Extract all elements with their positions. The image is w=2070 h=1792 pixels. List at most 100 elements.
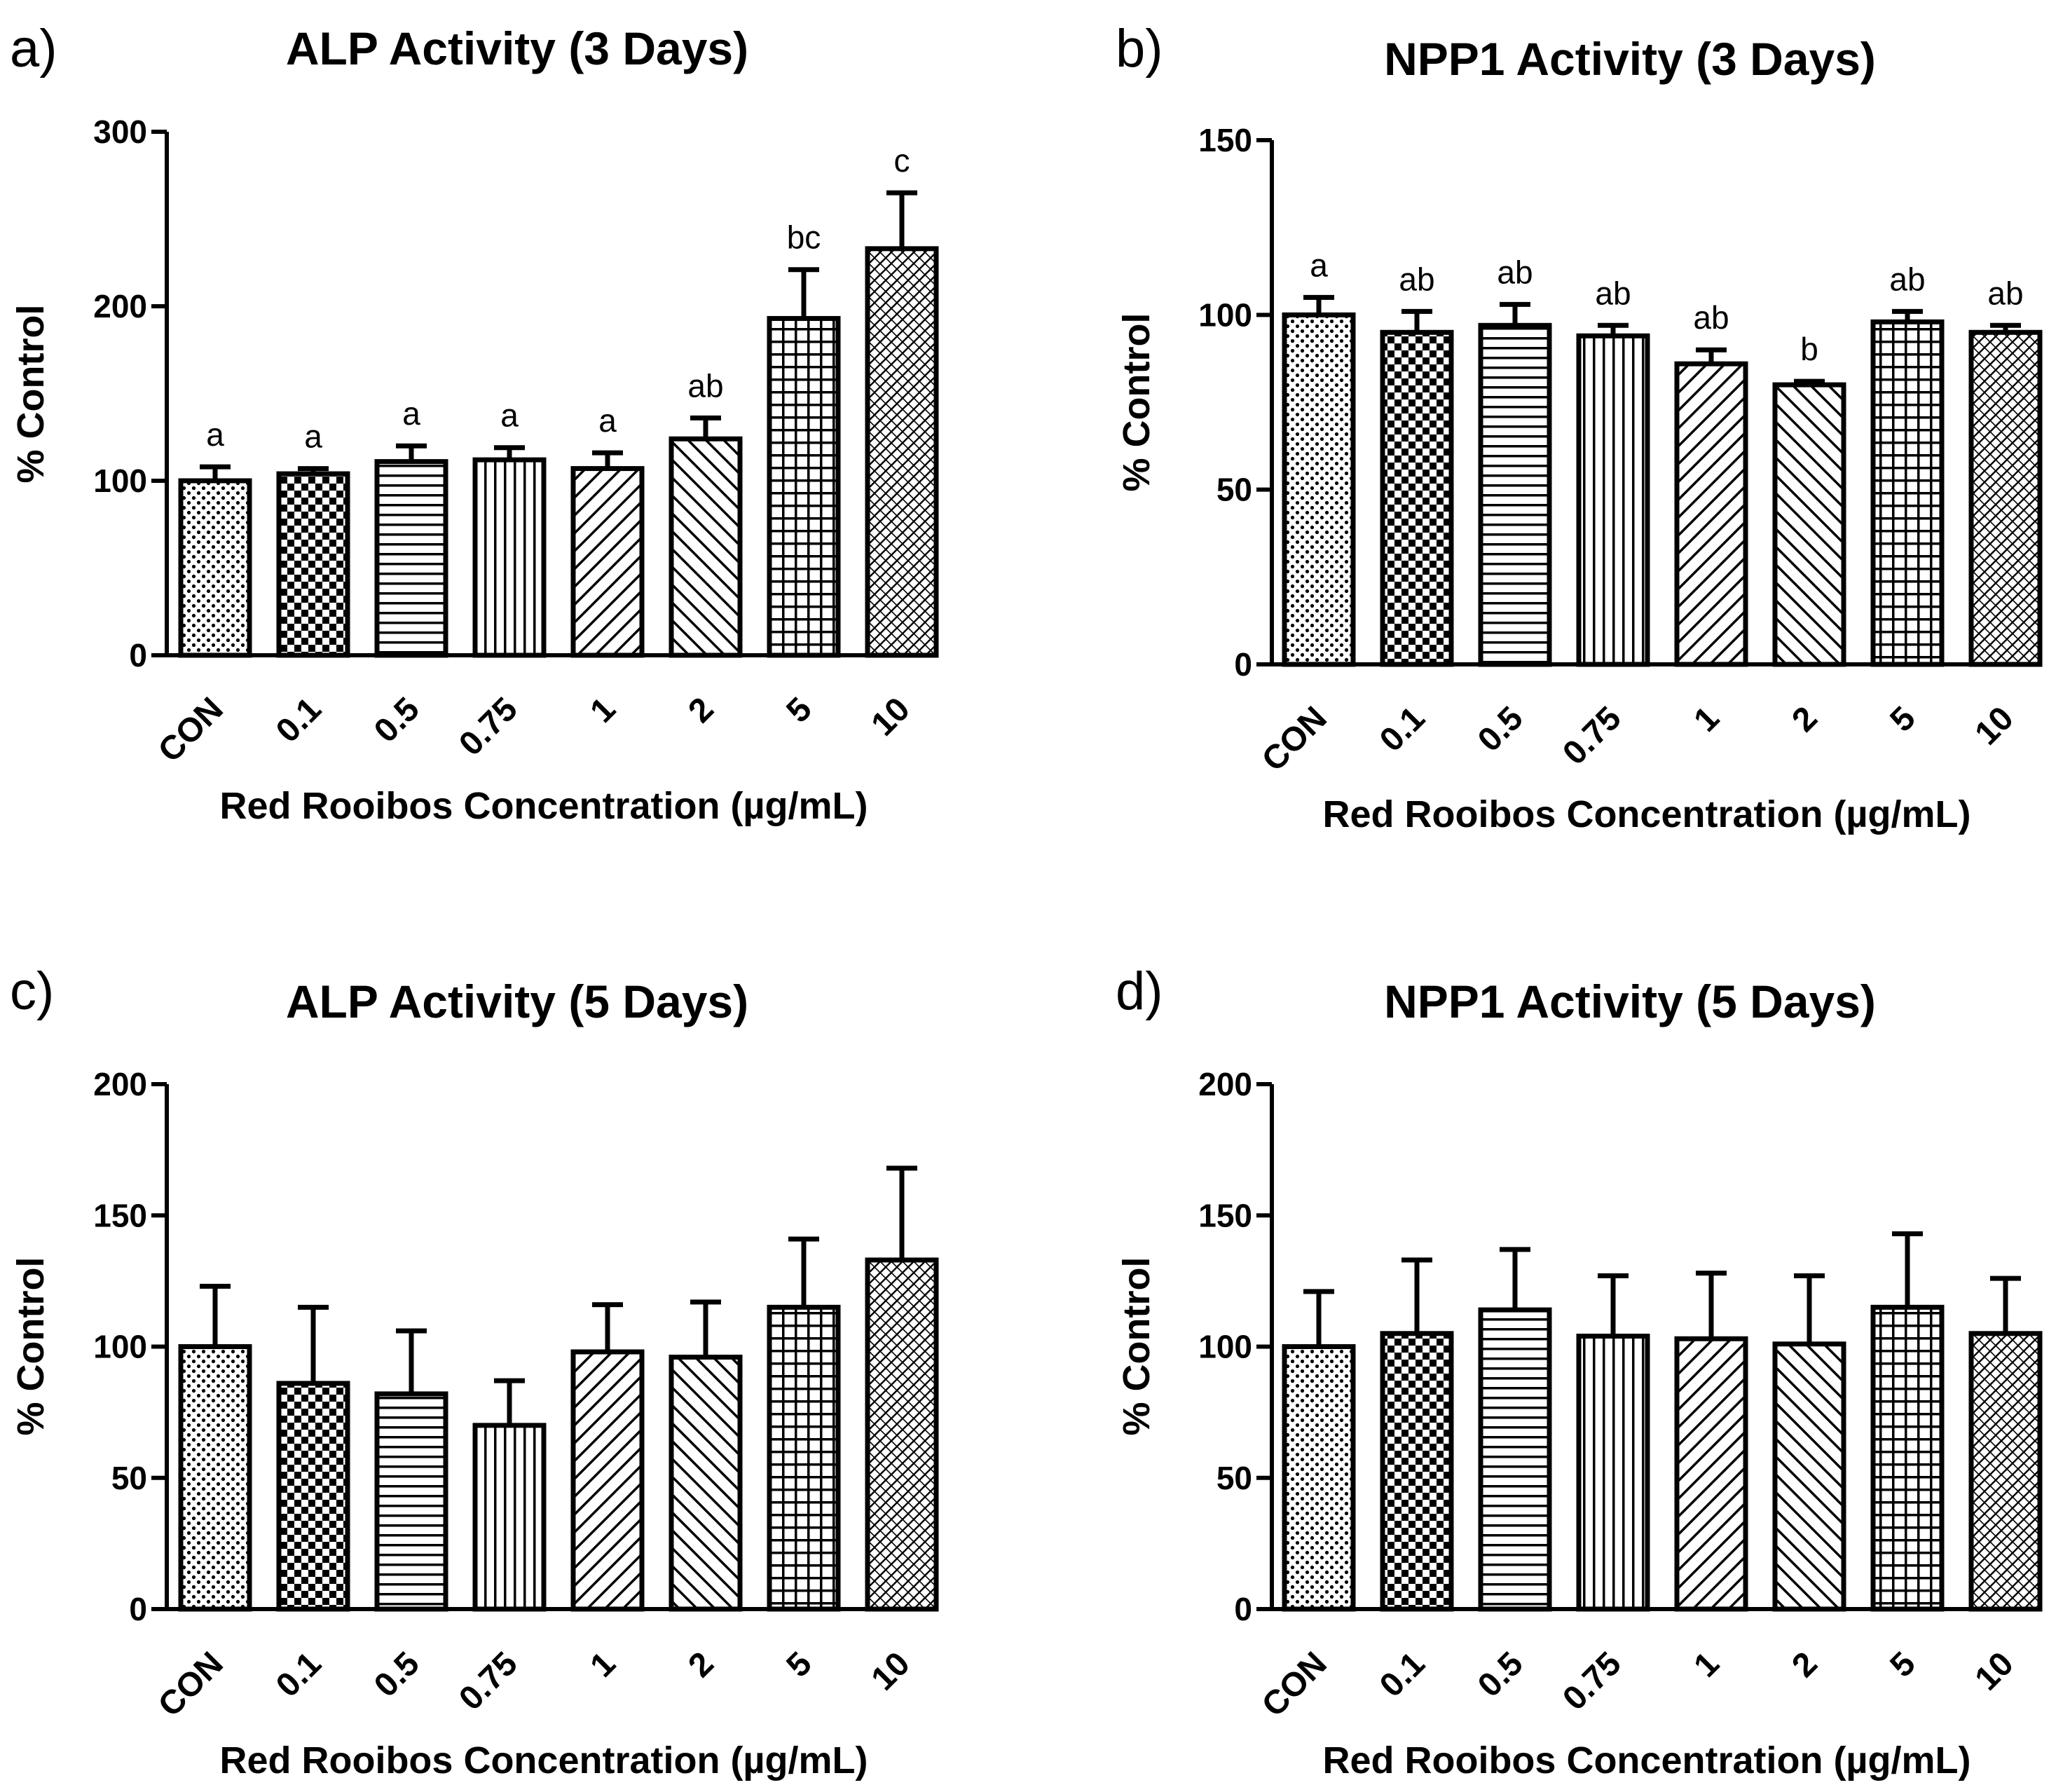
chart-panel-a: a) ALP Activity (3 Days) a CON a 0.1 a 0.5 a 0.75… xyxy=(10,19,939,827)
bar-0.1 xyxy=(1383,1333,1451,1609)
x-tick-label: 5 xyxy=(1883,1645,1922,1684)
chart-panel-d: d) NPP1 Activity (5 Days) CON 0.1 0.5 0.75 1 2 5… xyxy=(1116,962,2043,1781)
y-tick-label: 100 xyxy=(1198,296,1252,333)
bar-10 xyxy=(1971,332,2040,664)
error-bar-10 xyxy=(886,190,917,249)
y-tick-label: 0 xyxy=(129,637,147,673)
y-tick-label: 150 xyxy=(1198,1197,1252,1233)
y-tick-label: 200 xyxy=(1198,1066,1252,1102)
chart-title: NPP1 Activity (3 Days) xyxy=(1384,33,1876,85)
significance-label: ab xyxy=(1497,254,1533,290)
bar-CON xyxy=(1284,1346,1353,1609)
bar-1 xyxy=(573,468,642,655)
error-bar-5 xyxy=(788,267,819,319)
significance-label: ab xyxy=(1595,275,1631,311)
x-tick-label: 0.1 xyxy=(1373,1645,1432,1704)
error-bar-CON xyxy=(1303,1289,1334,1347)
bar-2 xyxy=(1775,385,1844,664)
x-axis-label: Red Rooibos Concentration (µg/mL) xyxy=(1322,793,1970,835)
x-tick-label: 2 xyxy=(1785,699,1824,739)
x-tick-label: 1 xyxy=(583,1645,622,1684)
significance-label: ab xyxy=(1889,261,1925,297)
error-bar-5 xyxy=(1892,1231,1923,1308)
panel-label: b) xyxy=(1116,19,1163,78)
x-tick-label: 1 xyxy=(583,690,622,730)
x-tick-label: CON xyxy=(151,1645,231,1724)
error-bar-0.75 xyxy=(1598,322,1629,336)
x-tick-label: 5 xyxy=(1883,699,1922,739)
bar-0.1 xyxy=(279,1383,348,1609)
significance-label: b xyxy=(1800,331,1818,367)
y-tick-label: 200 xyxy=(93,1066,147,1102)
bar-0.5 xyxy=(377,461,446,655)
x-tick-label: 10 xyxy=(1968,699,2021,752)
bar-5 xyxy=(1873,322,1942,664)
error-bar-0.1 xyxy=(1401,1257,1432,1334)
y-axis-label: % Control xyxy=(10,1257,52,1436)
bar-2 xyxy=(671,1357,740,1609)
y-tick-label: 0 xyxy=(1234,646,1252,683)
x-tick-label: CON xyxy=(1255,699,1334,779)
bar-0.1 xyxy=(1383,332,1451,664)
y-tick-label: 0 xyxy=(1234,1591,1252,1627)
y-tick-label: 150 xyxy=(1198,122,1252,158)
error-bar-5 xyxy=(788,1236,819,1308)
bar-5 xyxy=(769,318,838,655)
bar-0.75 xyxy=(1579,1336,1647,1609)
error-bar-0.1 xyxy=(1401,308,1432,333)
chart-title: NPP1 Activity (5 Days) xyxy=(1384,976,1876,1027)
x-tick-label: 0.75 xyxy=(1556,699,1629,772)
x-tick-label: 10 xyxy=(865,690,917,743)
bar-1 xyxy=(573,1351,642,1609)
x-tick-label: 0.5 xyxy=(367,690,427,750)
x-axis-label: Red Rooibos Concentration (µg/mL) xyxy=(219,1739,868,1781)
significance-label: bc xyxy=(787,219,821,256)
y-tick-label: 100 xyxy=(1198,1329,1252,1365)
panel-label: a) xyxy=(10,19,57,78)
x-tick-label: 0.1 xyxy=(1373,699,1432,759)
y-tick-label: 50 xyxy=(1216,1460,1252,1496)
error-bar-0.1 xyxy=(298,466,329,474)
x-tick-label: 2 xyxy=(1785,1645,1824,1684)
error-bar-10 xyxy=(886,1165,917,1260)
error-bar-5 xyxy=(1892,308,1923,322)
error-bar-10 xyxy=(1990,322,2021,333)
significance-label: ab xyxy=(1987,275,2023,311)
x-tick-label: 0.5 xyxy=(367,1645,427,1704)
bar-5 xyxy=(769,1307,838,1609)
x-tick-label: 5 xyxy=(779,690,818,730)
error-bar-0.5 xyxy=(396,1328,427,1394)
x-tick-label: 2 xyxy=(681,1645,720,1684)
error-bar-2 xyxy=(690,415,721,439)
x-tick-label: CON xyxy=(1255,1645,1334,1724)
error-bar-0.75 xyxy=(1598,1273,1629,1336)
chart-title: ALP Activity (3 Days) xyxy=(286,22,748,74)
bar-0.75 xyxy=(475,460,544,655)
x-axis-label: Red Rooibos Concentration (µg/mL) xyxy=(1322,1739,1970,1781)
x-tick-label: 0.1 xyxy=(269,690,329,750)
significance-label: ab xyxy=(1399,261,1434,297)
error-bar-0.75 xyxy=(494,1378,525,1425)
error-bar-1 xyxy=(1696,1271,1727,1339)
y-tick-label: 0 xyxy=(129,1591,147,1627)
y-axis-label: % Control xyxy=(1116,313,1158,492)
error-bar-2 xyxy=(690,1299,721,1357)
bar-2 xyxy=(1775,1343,1844,1609)
error-bar-CON xyxy=(200,464,231,481)
error-bar-CON xyxy=(200,1283,231,1347)
error-bar-CON xyxy=(1303,294,1334,315)
y-tick-label: 200 xyxy=(93,288,147,324)
x-tick-label: 1 xyxy=(1687,1645,1726,1684)
significance-label: ab xyxy=(1693,299,1729,336)
bar-10 xyxy=(1971,1333,2040,1609)
chart-panel-c: c) ALP Activity (5 Days) CON 0.1 0.5 0.75 1 2 5 1… xyxy=(10,962,939,1781)
bar-CON xyxy=(181,481,249,655)
bar-CON xyxy=(181,1346,249,1609)
x-tick-label: CON xyxy=(151,690,231,770)
y-tick-label: 300 xyxy=(93,114,147,150)
bar-0.75 xyxy=(475,1425,544,1609)
x-tick-label: 5 xyxy=(779,1645,818,1684)
error-bar-0.5 xyxy=(1500,301,1530,326)
y-tick-label: 50 xyxy=(1216,472,1252,508)
